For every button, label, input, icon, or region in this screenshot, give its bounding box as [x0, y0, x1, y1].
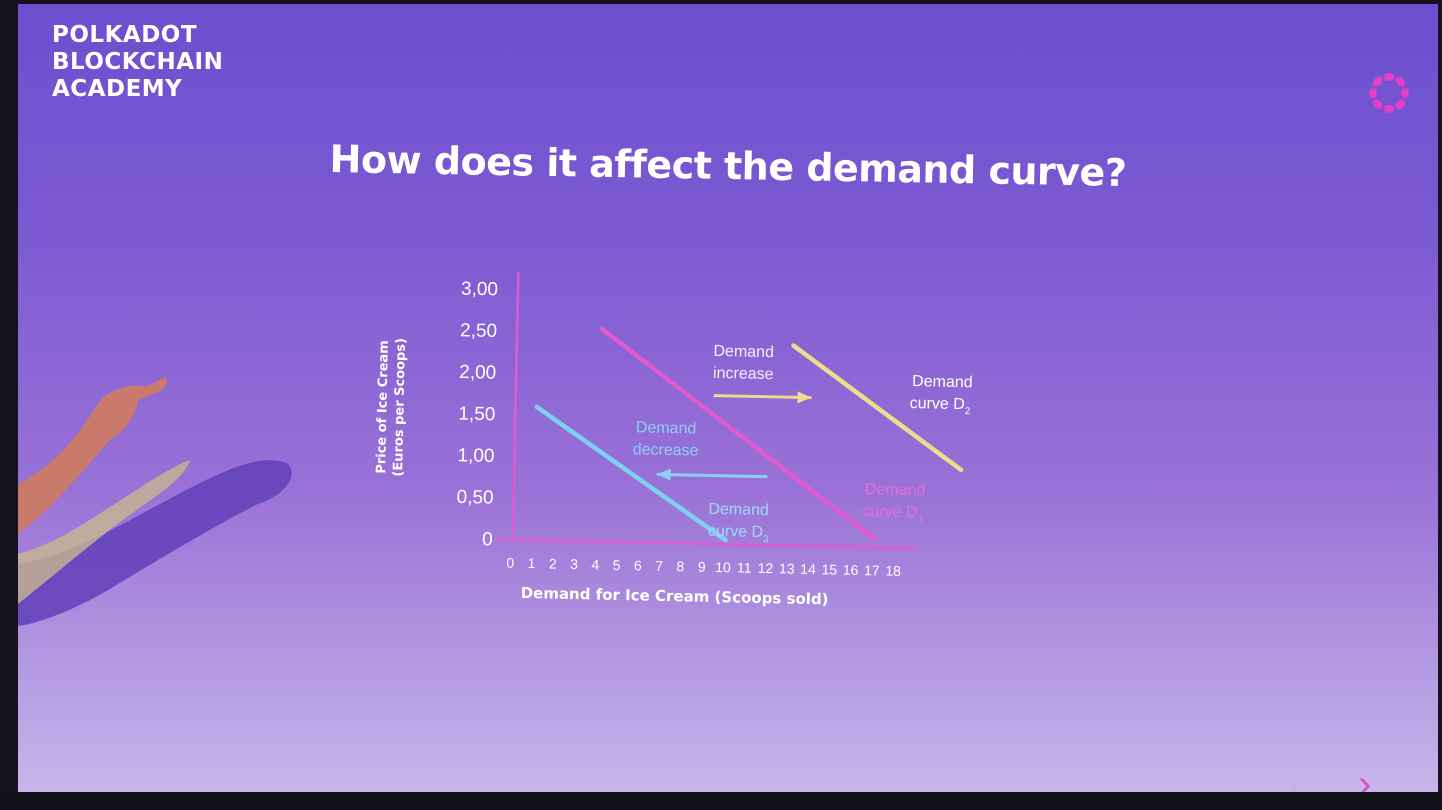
y-tick-label: 2,00 — [459, 362, 496, 384]
d3-label-line-2: curve D3 — [708, 523, 770, 545]
x-tick-label: 15 — [821, 561, 837, 577]
series-line-3 — [791, 343, 964, 473]
x-tick-label: 3 — [570, 556, 578, 572]
y-tick-label: 2,50 — [460, 320, 497, 342]
x-tick-label: 6 — [634, 557, 642, 573]
x-tick-label: 5 — [613, 557, 621, 573]
logo-dot — [1395, 99, 1406, 110]
brand-line-3: ACADEMY — [52, 76, 183, 102]
presenter-hand — [18, 377, 292, 626]
x-tick-label: 10 — [715, 559, 731, 575]
increase-label-line-2: increase — [713, 365, 774, 383]
decrease-label-line-2: decrease — [633, 441, 699, 459]
x-tick-label: 1 — [527, 555, 535, 571]
demand-chart: 00,501,001,502,002,503,00 0 1 2 3 4 5 6 7 8 9 10 11… — [374, 271, 973, 608]
x-tick-label: 18 — [885, 563, 901, 579]
brand-line-1: POLKADOT — [52, 22, 198, 48]
y-axis-line — [511, 271, 520, 540]
series-line-1 — [534, 404, 728, 543]
x-tick-label: 4 — [591, 556, 599, 572]
x-tick-label: 13 — [779, 560, 795, 576]
x-tick-label: 7 — [655, 558, 663, 574]
logo-dot — [1401, 87, 1409, 99]
increase-arrow-shaft — [713, 394, 812, 400]
x-axis-label: Demand for Ice Cream (Scoops sold) — [520, 584, 828, 608]
x-tick-label: 16 — [843, 562, 859, 578]
y-tick-label: 3,00 — [461, 279, 498, 301]
d2-label-line-2: curve D2 — [909, 395, 971, 417]
logo-dot — [1372, 76, 1383, 87]
polkadot-ring-icon — [1369, 73, 1409, 113]
previous-slide-button[interactable]: ‹ — [1290, 762, 1304, 792]
x-tick-label: 0 — [506, 555, 514, 571]
decrease-arrow-shaft — [656, 472, 768, 479]
d1-label-line-2: curve D1 — [862, 503, 924, 525]
logo-dot — [1395, 76, 1406, 87]
d2-label-line-1: Demand — [912, 373, 973, 391]
increase-arrow-head — [797, 391, 812, 404]
logo-dot — [1383, 105, 1395, 113]
brand-line-2: BLOCKCHAIN — [52, 49, 224, 75]
decrease-arrow-head — [656, 468, 671, 481]
logo-dot — [1383, 73, 1395, 81]
y-axis-label-line-2: (Euros per Scoops) — [391, 338, 409, 477]
x-tick-label: 11 — [737, 559, 752, 575]
screen-bottom-edge — [0, 792, 1442, 810]
x-tick-label: 2 — [549, 555, 557, 571]
x-tick-label: 8 — [676, 558, 684, 574]
y-tick-label: 1,00 — [457, 445, 494, 467]
x-axis-line — [495, 538, 916, 550]
x-tick-label: 14 — [800, 561, 816, 577]
y-tick-label: 1,50 — [458, 404, 495, 426]
next-slide-button[interactable]: › — [1358, 762, 1372, 792]
logo-dot — [1369, 87, 1377, 99]
y-axis-label-line-1: Price of Ice Cream — [374, 340, 392, 474]
y-tick-label: 0 — [482, 529, 493, 550]
decrease-label-line-1: Demand — [636, 419, 697, 437]
y-tick-label: 0,50 — [456, 487, 493, 509]
brand-wordmark: POLKADOT BLOCKCHAIN ACADEMY — [52, 22, 223, 103]
series-line-2 — [600, 326, 877, 542]
x-tick-label: 12 — [758, 560, 774, 576]
x-tick-label: 9 — [698, 559, 706, 575]
x-tick-label: 17 — [864, 562, 880, 578]
d1-label-line-1: Demand — [865, 481, 926, 499]
presentation-slide: POLKADOT BLOCKCHAIN ACADEMY How does it … — [18, 4, 1438, 792]
logo-dot — [1372, 99, 1383, 110]
d3-label-line-1: Demand — [708, 501, 769, 519]
increase-label-line-1: Demand — [713, 343, 774, 361]
